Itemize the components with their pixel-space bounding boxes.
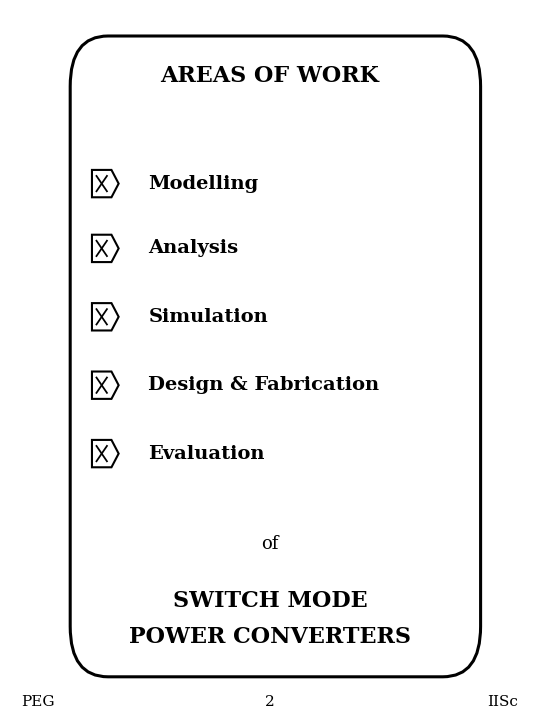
Text: Design & Fabrication: Design & Fabrication <box>148 376 380 395</box>
Polygon shape <box>92 235 119 262</box>
Polygon shape <box>92 170 119 197</box>
Text: Evaluation: Evaluation <box>148 444 265 463</box>
Text: of: of <box>261 534 279 553</box>
Text: Analysis: Analysis <box>148 239 239 257</box>
Polygon shape <box>92 440 119 467</box>
Polygon shape <box>92 372 119 399</box>
Text: PEG: PEG <box>22 695 55 709</box>
Text: SWITCH MODE: SWITCH MODE <box>173 590 367 612</box>
Text: Modelling: Modelling <box>148 175 259 192</box>
Text: AREAS OF WORK: AREAS OF WORK <box>160 65 380 86</box>
Text: Simulation: Simulation <box>148 307 268 325</box>
Polygon shape <box>92 303 119 330</box>
FancyBboxPatch shape <box>70 36 481 677</box>
Text: IISc: IISc <box>488 695 518 709</box>
Text: 2: 2 <box>265 695 275 709</box>
Text: POWER CONVERTERS: POWER CONVERTERS <box>129 626 411 648</box>
